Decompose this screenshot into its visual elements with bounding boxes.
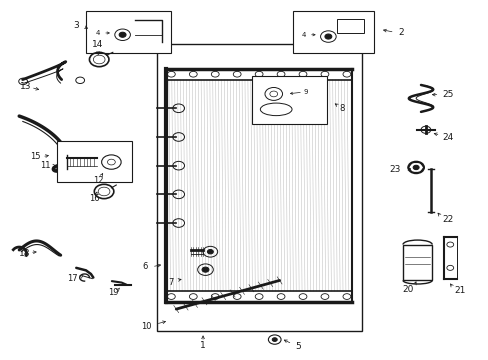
Text: 4: 4: [301, 32, 305, 38]
Text: 21: 21: [453, 286, 465, 295]
Bar: [402, 244, 431, 280]
Text: 17: 17: [67, 274, 78, 283]
Text: 7: 7: [168, 278, 174, 287]
Bar: [86, 12, 171, 53]
Bar: [157, 44, 361, 330]
Text: 19: 19: [108, 288, 119, 297]
Text: 18: 18: [19, 249, 31, 258]
Text: 23: 23: [388, 166, 400, 175]
Text: 20: 20: [401, 285, 413, 294]
Text: 8: 8: [339, 104, 344, 113]
Text: 10: 10: [141, 322, 151, 331]
Text: 6: 6: [142, 262, 147, 271]
Text: 9: 9: [303, 89, 307, 95]
Circle shape: [202, 267, 208, 272]
Text: 15: 15: [30, 152, 41, 161]
Text: 5: 5: [295, 342, 301, 351]
Bar: [57, 140, 132, 182]
Bar: [293, 12, 373, 53]
Text: 4: 4: [96, 30, 100, 36]
Text: 14: 14: [91, 40, 102, 49]
Text: 3: 3: [73, 21, 79, 30]
Circle shape: [272, 338, 277, 341]
Bar: [336, 19, 363, 33]
Text: 11: 11: [40, 161, 50, 170]
Circle shape: [325, 34, 331, 39]
Ellipse shape: [260, 103, 291, 116]
Circle shape: [119, 32, 126, 37]
Text: 1: 1: [200, 341, 205, 350]
Circle shape: [207, 249, 213, 254]
Text: 13: 13: [20, 82, 32, 91]
Text: 2: 2: [397, 28, 403, 37]
Text: 24: 24: [441, 133, 452, 142]
Text: 12: 12: [93, 176, 103, 185]
Text: 22: 22: [441, 215, 452, 224]
Text: 16: 16: [89, 194, 100, 203]
Bar: [251, 76, 327, 125]
Circle shape: [412, 165, 418, 170]
Text: 25: 25: [441, 90, 452, 99]
